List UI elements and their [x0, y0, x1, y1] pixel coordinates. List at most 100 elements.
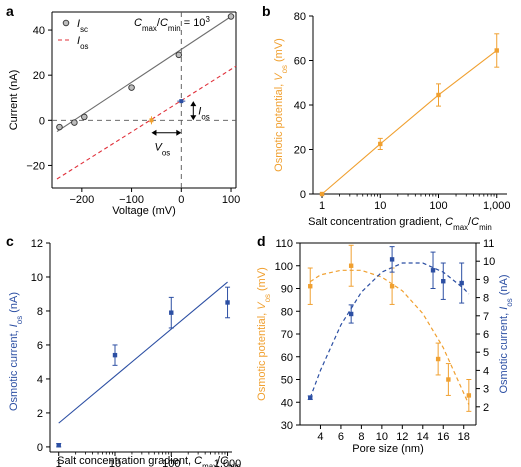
- x-tick-label: 16: [437, 431, 449, 443]
- x-tick-label: 10: [376, 431, 388, 443]
- isc-data-point: [175, 51, 183, 59]
- ios-fit-line: [56, 65, 237, 180]
- y-tick-label-right: 10: [483, 256, 495, 268]
- voc-marker: [149, 118, 154, 123]
- x-tick-label: 1,000: [483, 200, 511, 212]
- x-tick-label: 10: [374, 200, 386, 212]
- y-tick-label: 100: [275, 261, 293, 273]
- ios-arrow-head-bottom: [190, 115, 197, 121]
- data-point: [319, 191, 325, 197]
- panel-label-d: d: [257, 233, 266, 249]
- y-tick-label-right: 3: [483, 384, 489, 396]
- text-segment: V: [155, 142, 164, 154]
- data-point-orange: [308, 284, 313, 289]
- data-point: [56, 443, 61, 448]
- data-point-blue: [430, 268, 436, 273]
- y-tick-label: 30: [281, 420, 293, 432]
- y-tick-label-right: 4: [483, 365, 489, 377]
- text-segment: os: [201, 112, 209, 121]
- text-segment: C: [220, 455, 228, 467]
- ios-arrow-head-top: [190, 101, 197, 107]
- x-axis-title: Salt concentration gradient, Cmax/Cmin: [57, 455, 241, 467]
- x-tick-label: 1: [319, 200, 325, 212]
- text-segment: os: [280, 65, 289, 73]
- data-point-orange: [348, 263, 354, 268]
- legend-ios-label: Ios: [77, 35, 88, 51]
- x-tick-label: 8: [358, 431, 364, 443]
- y-tick-label: 40: [281, 397, 293, 409]
- legend-isc-marker: [62, 19, 70, 27]
- y-tick-label: 10: [31, 272, 43, 284]
- text-segment: Osmotic potential,: [273, 81, 285, 172]
- x-tick-label: 6: [338, 431, 344, 443]
- y-tick-label: 12: [31, 238, 43, 250]
- x-axis-title: Pore size (nm): [352, 443, 424, 455]
- y-tick-label: 20: [294, 145, 306, 157]
- y-axis-title-right: Osmotic current, Ios (nA): [498, 274, 514, 393]
- text-segment: Osmotic potential,: [256, 310, 268, 401]
- x-tick-label: 100: [222, 194, 240, 206]
- text-segment: os: [505, 298, 514, 306]
- data-point-blue: [459, 280, 464, 286]
- y-tick-label: 50: [281, 375, 293, 387]
- y-axis-title: Osmotic current, Ios (nA): [8, 292, 24, 411]
- panel-b: b 1 10 100 1,000 0 20 40 60 80 Salt concentration …: [262, 3, 511, 232]
- text-segment: sc: [80, 25, 88, 34]
- x-tick-label: −100: [119, 194, 144, 206]
- text-segment: C: [160, 17, 168, 29]
- data-point: [112, 352, 118, 358]
- x-tick-label: 1,000: [214, 458, 242, 467]
- y-tick-label: 40: [33, 25, 45, 37]
- y-tick-label: 110: [275, 238, 293, 250]
- data-point-orange: [435, 356, 441, 362]
- text-segment: 3: [205, 15, 210, 24]
- text-segment: /: [157, 17, 161, 29]
- y-axis-title: Osmotic potential, Vos (mV): [273, 38, 289, 172]
- data-point-blue: [441, 279, 446, 284]
- data-point: [378, 141, 383, 147]
- x-tick-label: 12: [396, 431, 408, 443]
- text-segment: C: [194, 455, 202, 467]
- data-point-orange: [446, 377, 451, 382]
- text-segment: /: [217, 455, 221, 467]
- y-tick-label: 40: [294, 100, 306, 112]
- text-segment: C: [471, 216, 479, 228]
- text-segment: os: [80, 42, 88, 51]
- vos-annotation: Vos: [155, 142, 171, 158]
- y-tick-label: 20: [33, 70, 45, 82]
- y-tick-label: 0: [37, 442, 43, 454]
- text-segment: I: [8, 324, 20, 327]
- data-point-blue: [308, 395, 313, 400]
- text-segment: I: [77, 35, 80, 47]
- vos-arrow-head-right: [176, 129, 182, 136]
- x-tick-label: 4: [317, 431, 323, 443]
- text-segment: min: [228, 462, 241, 467]
- y-tick-label: 4: [37, 374, 43, 386]
- y-tick-label-right: 5: [483, 347, 489, 359]
- text-segment: = 10: [181, 17, 206, 29]
- text-segment: Salt concentration gradient,: [57, 455, 194, 467]
- data-point-orange: [466, 393, 472, 398]
- text-segment: Osmotic current,: [498, 310, 510, 394]
- ios-marker: [179, 99, 184, 104]
- text-segment: V: [256, 301, 268, 310]
- y-tick-label: −20: [26, 160, 45, 172]
- x-tick-label: 0: [178, 194, 184, 206]
- y-tick-label-right: 7: [483, 311, 489, 323]
- text-segment: Salt concentration gradient,: [308, 216, 445, 228]
- text-segment: os: [162, 148, 170, 157]
- data-point: [169, 310, 174, 315]
- text-segment: max: [202, 462, 217, 467]
- y-axis-title-left: Osmotic potential, Vos (mV): [256, 267, 272, 401]
- y-tick-label-right: 9: [483, 274, 489, 286]
- x-tick-label: −200: [69, 194, 94, 206]
- legend-isc-label: Isc: [77, 18, 88, 34]
- panel-label-a: a: [6, 3, 14, 19]
- text-segment: /: [468, 216, 472, 228]
- text-segment: I: [77, 18, 80, 30]
- y-tick-label: 8: [37, 306, 43, 318]
- vos-arrow-head-left: [151, 129, 157, 136]
- text-segment: (mV): [256, 267, 268, 294]
- x-tick-label: 1: [56, 458, 62, 467]
